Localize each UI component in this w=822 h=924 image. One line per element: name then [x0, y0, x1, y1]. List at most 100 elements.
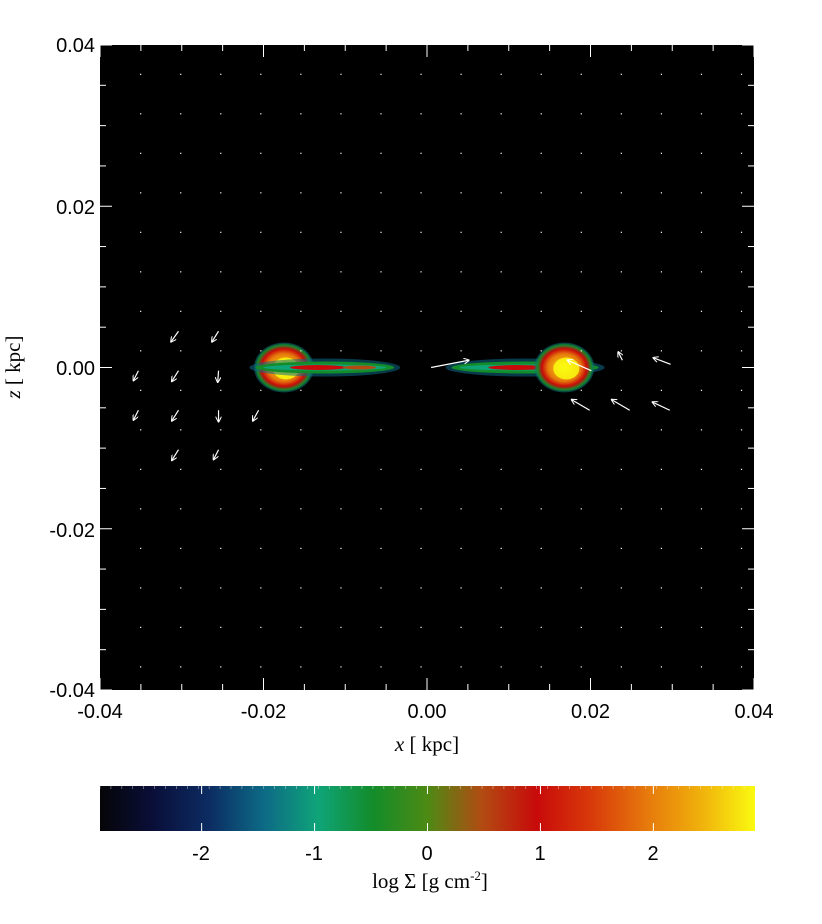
y-tick-label: 0.04 — [56, 35, 95, 57]
grid-dot — [220, 271, 222, 273]
grid-dot — [380, 389, 382, 391]
grid-dot — [340, 231, 342, 233]
grid-dot — [460, 587, 462, 589]
grid-dot — [620, 547, 622, 549]
grid-dot — [700, 310, 703, 312]
grid-dot — [340, 350, 342, 352]
grid-dot — [620, 231, 622, 233]
grid-dot — [660, 231, 663, 233]
grid-dot — [500, 666, 502, 668]
grid-dot — [540, 547, 542, 549]
grid-dot — [460, 113, 462, 115]
density-map — [249, 342, 605, 393]
grid-dot — [140, 547, 142, 549]
grid-dot — [220, 231, 222, 233]
grid-dot — [740, 113, 743, 115]
grid-dot — [380, 626, 382, 628]
grid-dot — [740, 508, 743, 510]
grid-dot — [220, 113, 222, 115]
grid-dot — [260, 73, 262, 75]
grid-dot — [380, 468, 382, 470]
grid-dot — [620, 73, 622, 75]
grid-dot — [180, 666, 182, 668]
grid-dot — [740, 587, 743, 589]
grid-dot — [300, 587, 302, 589]
grid-dot — [340, 508, 342, 510]
grid-dot — [700, 547, 703, 549]
grid-dot — [260, 468, 262, 470]
grid-dot — [220, 429, 222, 431]
x-tick-label: -0.04 — [77, 701, 123, 723]
grid-dot — [140, 508, 142, 510]
grid-dot — [620, 310, 622, 312]
grid-dot — [700, 389, 703, 391]
grid-dot — [380, 429, 382, 431]
grid-dot — [220, 152, 222, 154]
grid-dot — [700, 468, 703, 470]
velocity-arrow — [172, 370, 179, 381]
grid-dot — [540, 468, 542, 470]
grid-dot — [580, 587, 582, 589]
grid-dot — [420, 310, 422, 312]
grid-dot — [660, 192, 663, 194]
velocity-arrow — [618, 352, 622, 361]
grid-dot — [340, 429, 342, 431]
grid-dot — [660, 626, 663, 628]
grid-dot — [380, 666, 382, 668]
grid-dot — [500, 389, 502, 391]
velocity-arrow — [212, 330, 220, 341]
grid-dot — [300, 192, 302, 194]
grid-dot — [500, 429, 502, 431]
velocity-grid-dots — [140, 73, 743, 668]
grid-dot — [140, 192, 142, 194]
grid-dot — [260, 350, 262, 352]
grid-dot — [740, 666, 743, 668]
velocity-arrow — [572, 400, 590, 411]
grid-dot — [740, 231, 743, 233]
grid-dot — [740, 310, 743, 312]
grid-dot — [620, 350, 622, 352]
grid-dot — [740, 350, 743, 352]
grid-dot — [260, 389, 262, 391]
grid-dot — [180, 547, 182, 549]
grid-dot — [260, 231, 262, 233]
colorbar-tick-label: -2 — [192, 843, 210, 865]
right-clump-core — [553, 357, 580, 380]
grid-dot — [580, 231, 582, 233]
grid-dot — [620, 666, 622, 668]
grid-dot — [260, 152, 262, 154]
grid-dot — [340, 468, 342, 470]
grid-dot — [220, 468, 222, 470]
grid-dot — [220, 310, 222, 312]
grid-dot — [380, 152, 382, 154]
velocity-arrow — [134, 370, 139, 381]
plot-area — [99, 44, 755, 691]
y-tick-label: 0.00 — [56, 358, 95, 380]
grid-dot — [380, 310, 382, 312]
grid-dot — [540, 152, 542, 154]
grid-dot — [620, 587, 622, 589]
grid-dot — [380, 192, 382, 194]
grid-dot — [140, 113, 142, 115]
grid-dot — [500, 310, 502, 312]
grid-dot — [500, 231, 502, 233]
velocity-arrows — [134, 330, 671, 460]
grid-dot — [580, 73, 582, 75]
grid-dot — [180, 468, 182, 470]
grid-dot — [580, 310, 582, 312]
grid-dot — [340, 152, 342, 154]
grid-dot — [460, 350, 462, 352]
grid-dot — [620, 508, 622, 510]
grid-dot — [500, 547, 502, 549]
grid-dot — [700, 350, 703, 352]
grid-dot — [620, 192, 622, 194]
grid-dot — [340, 389, 342, 391]
grid-dot — [420, 429, 422, 431]
grid-dot — [580, 666, 582, 668]
grid-dot — [340, 192, 342, 194]
grid-dot — [420, 350, 422, 352]
grid-dot — [580, 271, 582, 273]
grid-dot — [220, 192, 222, 194]
grid-dot — [260, 666, 262, 668]
grid-dot — [300, 468, 302, 470]
